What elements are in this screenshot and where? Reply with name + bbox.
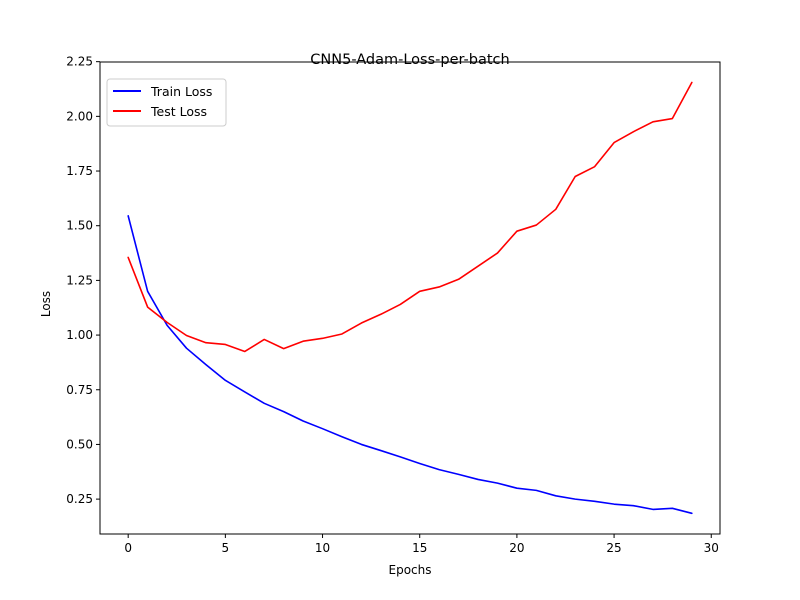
x-tick-label: 25 <box>606 541 621 555</box>
y-axis-label: Loss <box>39 291 53 317</box>
y-tick-label: 1.75 <box>66 164 93 178</box>
x-tick-label: 20 <box>509 541 524 555</box>
y-tick-label: 0.25 <box>66 492 93 506</box>
x-tick-label: 5 <box>222 541 230 555</box>
series-line-train-loss <box>127 215 693 515</box>
x-axis-label: Epochs <box>389 563 432 577</box>
y-tick-label: 2.00 <box>66 109 93 123</box>
x-tick-label: 0 <box>124 541 132 555</box>
x-tick-label: 30 <box>704 541 719 555</box>
chart-legend: Train Loss Test Loss <box>106 78 227 127</box>
plot-area <box>99 61 721 535</box>
y-tick-label: 1.00 <box>66 328 93 342</box>
series-layer <box>127 81 693 515</box>
y-tick-label: 1.50 <box>66 219 93 233</box>
y-tick-label: 0.75 <box>66 383 93 397</box>
series-line-test-loss <box>127 81 693 353</box>
y-tick-label: 1.25 <box>66 273 93 287</box>
chart-title: CNN5-Adam-Loss-per-batch <box>310 52 509 68</box>
x-tick-label: 15 <box>412 541 427 555</box>
legend-label-test-loss: Test Loss <box>150 104 207 119</box>
legend-label-train-loss: Train Loss <box>150 84 212 99</box>
y-tick-label: 0.50 <box>66 437 93 451</box>
y-axis: 0.25 0.50 0.75 1.00 1.25 1.50 1.75 2.00 2.25 <box>66 55 100 506</box>
x-axis: 0 5 10 15 20 25 30 <box>124 534 719 555</box>
y-tick-label: 2.25 <box>66 55 93 69</box>
plot-frame <box>99 61 721 535</box>
x-tick-label: 10 <box>315 541 330 555</box>
